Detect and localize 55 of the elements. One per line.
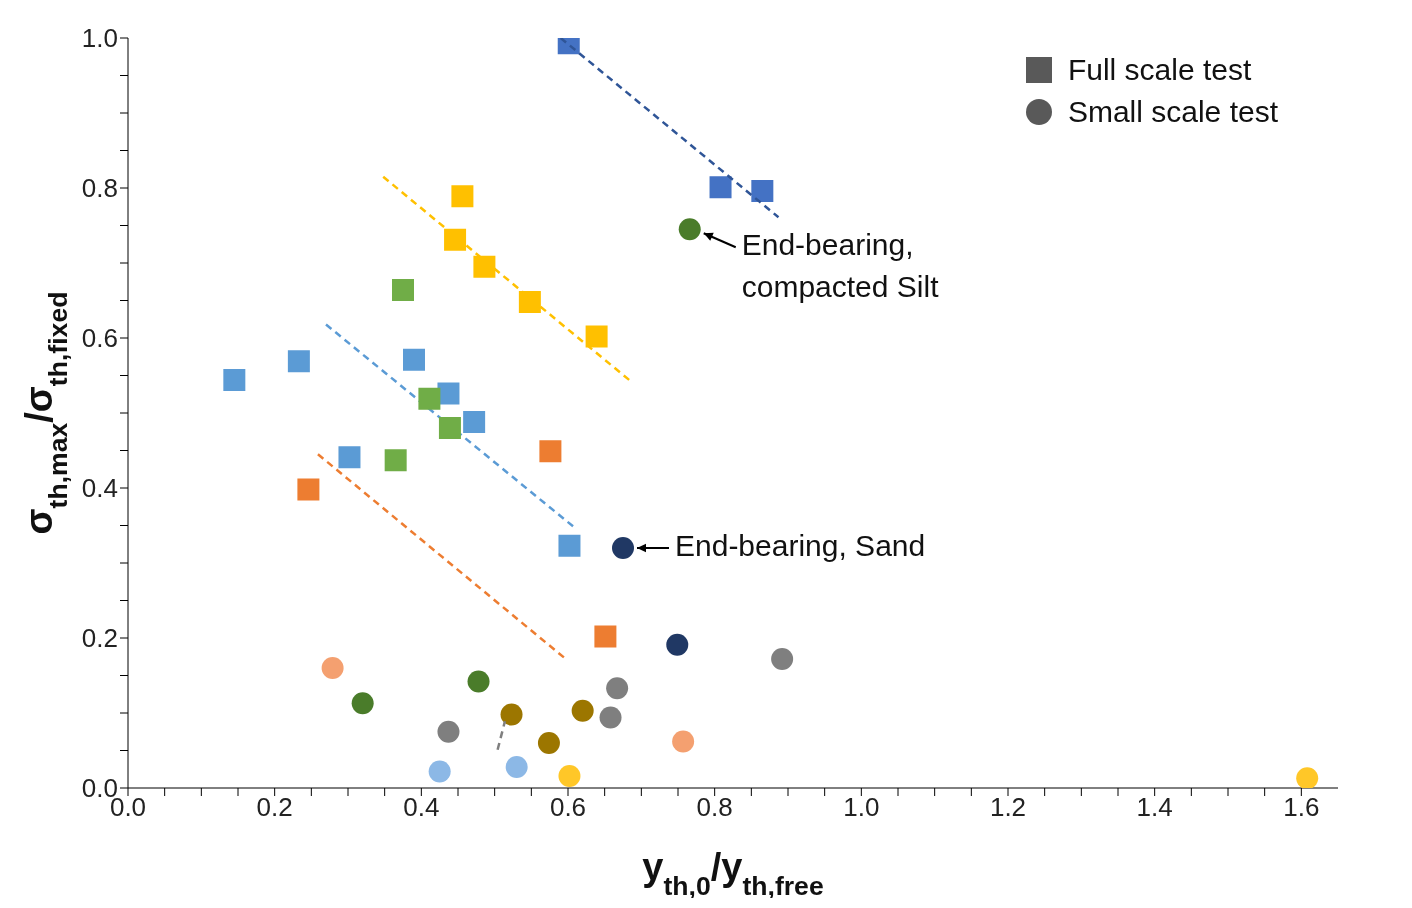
point (428, 760, 451, 783)
point (666, 633, 689, 656)
x-tick-label: 1.0 (843, 792, 880, 823)
point (537, 732, 560, 754)
point (467, 670, 490, 693)
point (287, 350, 310, 373)
point (351, 692, 374, 715)
point (558, 765, 581, 787)
point (384, 449, 407, 472)
x-tick-label: 1.4 (1136, 792, 1173, 823)
legend-label: Small scale test (1067, 95, 1278, 129)
point (709, 176, 732, 199)
point (678, 218, 701, 241)
annotation: End-bearing, compacted Silt (741, 228, 940, 304)
point (585, 325, 608, 348)
point (437, 720, 460, 743)
point (518, 291, 541, 313)
point (599, 706, 622, 729)
point (444, 228, 467, 251)
legend-label: Full scale test (1067, 53, 1252, 87)
point (297, 478, 320, 501)
point (473, 255, 496, 278)
point (451, 185, 474, 208)
point (606, 677, 629, 700)
x-tick-label: 0.4 (403, 792, 440, 823)
point (223, 369, 246, 391)
point (505, 756, 528, 778)
point (418, 387, 441, 410)
point (771, 648, 794, 670)
point (463, 411, 486, 433)
x-tick-label: 0.6 (549, 792, 587, 823)
point (751, 180, 774, 202)
y-tick-label: 0.4 (81, 473, 118, 504)
point (500, 703, 523, 726)
y-tick-label: 0.8 (81, 173, 118, 204)
point (321, 657, 344, 679)
annotation: End-bearing, Sand (675, 528, 926, 562)
point (672, 730, 695, 753)
x-tick-label: 1.2 (989, 792, 1027, 823)
point (438, 417, 461, 439)
point (392, 279, 414, 301)
point (1296, 767, 1319, 788)
y-tick-label: 1.0 (81, 23, 118, 54)
point (539, 440, 562, 463)
x-tick-label: 1.6 (1283, 792, 1320, 823)
point (612, 537, 634, 559)
point (558, 534, 581, 557)
point (338, 446, 361, 469)
point (571, 699, 594, 722)
point (403, 348, 425, 371)
y-tick-label: 0.6 (81, 323, 118, 354)
point (594, 625, 617, 648)
x-tick-label: 0.8 (696, 792, 733, 823)
y-tick-label: 0.2 (81, 623, 118, 654)
x-tick-label: 0.2 (256, 792, 293, 823)
